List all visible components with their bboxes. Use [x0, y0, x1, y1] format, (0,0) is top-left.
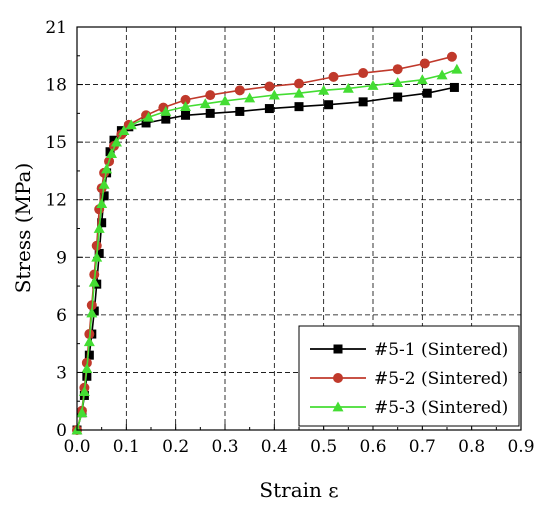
- data-point: [235, 106, 245, 116]
- x-tick-label: 0.5: [310, 437, 337, 457]
- data-point: [422, 88, 432, 98]
- data-point: [392, 77, 404, 88]
- x-tick-label: 0.1: [113, 437, 140, 457]
- data-point: [94, 248, 104, 258]
- legend-marker: [333, 344, 343, 354]
- data-point: [93, 223, 105, 233]
- data-point: [88, 276, 100, 287]
- y-tick-label: 21: [45, 18, 67, 38]
- x-axis-title: Strain ε: [259, 478, 338, 502]
- data-point: [264, 104, 274, 114]
- data-point: [294, 78, 304, 89]
- data-point: [97, 218, 107, 228]
- x-tick-label: 0.6: [359, 437, 386, 457]
- data-point: [76, 407, 88, 418]
- data-point: [180, 94, 191, 105]
- data-point: [328, 71, 339, 82]
- legend-label: #5-1 (Sintered): [374, 340, 508, 360]
- data-point: [367, 80, 379, 90]
- data-point: [99, 191, 109, 201]
- data-point: [91, 251, 103, 262]
- x-tick-label: 0.2: [162, 437, 189, 457]
- data-point: [293, 87, 305, 98]
- legend-marker: [333, 373, 343, 383]
- data-point: [84, 350, 94, 360]
- data-point: [205, 90, 216, 101]
- data-point: [451, 63, 463, 74]
- data-point: [358, 97, 368, 107]
- data-point: [416, 74, 428, 85]
- y-axis-title: Stress (MPa): [11, 163, 35, 294]
- data-point: [143, 111, 155, 122]
- series-3: [71, 63, 463, 435]
- data-point: [419, 58, 430, 69]
- y-tick-label: 12: [45, 191, 67, 211]
- data-point: [449, 82, 459, 92]
- legend-item: #5-1 (Sintered): [310, 340, 508, 360]
- legend-marker: [332, 401, 344, 412]
- data-point: [205, 108, 215, 118]
- y-tick-label: 15: [45, 133, 67, 153]
- y-tick-label: 18: [45, 76, 67, 96]
- x-tick-label: 0.9: [507, 437, 534, 457]
- ticks: 0.0 0.1 0.2 0.3 0.4 0.5 0.6 0.7 0.8 0.9 0 3 6 9 12 15 18…: [45, 18, 534, 457]
- data-point: [89, 306, 99, 316]
- legend-label: #5-3 (Sintered): [374, 398, 508, 418]
- data-point: [110, 136, 122, 147]
- data-point: [96, 198, 108, 208]
- data-point: [125, 119, 137, 130]
- data-point: [294, 102, 304, 112]
- y-tick-label: 9: [56, 248, 67, 268]
- data-point: [324, 100, 334, 110]
- data-point: [392, 64, 403, 75]
- data-point: [446, 51, 457, 62]
- legend: #5-1 (Sintered) #5-2 (Sintered) #5-3 (Sint…: [298, 325, 520, 427]
- data-point: [106, 148, 118, 159]
- data-point: [86, 307, 98, 318]
- x-tick-label: 0.4: [261, 437, 288, 457]
- data-point: [244, 92, 256, 103]
- data-point: [109, 135, 119, 145]
- legend-label: #5-2 (Sintered): [374, 369, 508, 389]
- legend-item: #5-3 (Sintered): [310, 398, 508, 418]
- data-point: [141, 118, 151, 128]
- x-tick-label: 0.3: [211, 437, 238, 457]
- data-point: [393, 92, 403, 102]
- data-point: [118, 125, 130, 136]
- data-point: [78, 386, 90, 397]
- data-point: [180, 101, 192, 112]
- y-tick-label: 6: [56, 306, 67, 326]
- data-point: [83, 336, 95, 347]
- data-point: [199, 98, 211, 109]
- data-point: [358, 68, 369, 79]
- data-point: [101, 163, 113, 174]
- data-point: [264, 81, 275, 92]
- data-point: [318, 84, 330, 95]
- data-point: [181, 110, 191, 120]
- x-tick-label: 0.8: [458, 437, 485, 457]
- data-point: [98, 178, 110, 189]
- data-point: [219, 95, 231, 106]
- data-point: [436, 69, 448, 80]
- data-point: [268, 89, 280, 100]
- data-point: [81, 363, 93, 373]
- y-tick-label: 3: [56, 363, 67, 383]
- data-point: [234, 85, 245, 96]
- data-point: [342, 82, 354, 93]
- y-tick-label: 0: [56, 421, 67, 441]
- x-tick-label: 0.0: [63, 437, 90, 457]
- data-point: [91, 240, 102, 251]
- series-layer: [71, 51, 463, 435]
- data-point: [161, 114, 171, 124]
- data-point: [160, 105, 172, 116]
- x-tick-label: 0.7: [409, 437, 436, 457]
- legend-item: #5-2 (Sintered): [310, 369, 508, 389]
